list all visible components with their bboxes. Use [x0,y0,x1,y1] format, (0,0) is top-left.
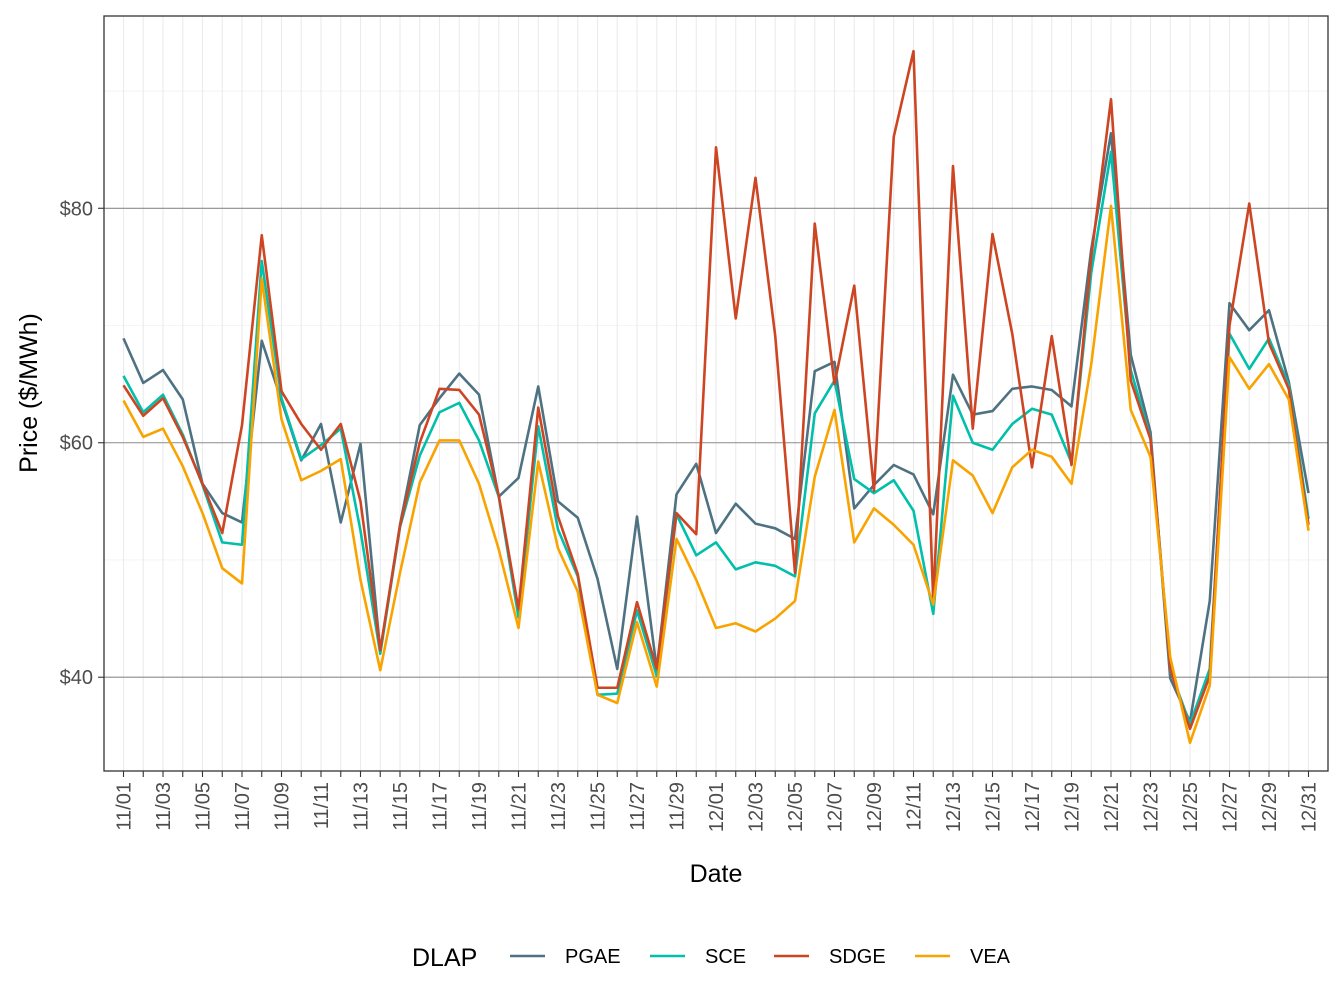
x-tick-label: 11/29 [667,782,689,831]
y-tick-label: $60 [60,433,93,455]
x-tick-label: 11/13 [351,782,373,831]
x-tick-label: 12/31 [1299,782,1321,832]
x-tick-label: 12/21 [1101,782,1123,832]
legend-label-pgae: PGAE [565,946,621,968]
x-tick-label: 11/23 [548,782,570,831]
x-tick-label: 11/07 [232,782,254,831]
x-tick-label: 11/09 [272,782,294,831]
series-line-sdge [122,49,1310,731]
legend-title: DLAP [412,944,477,972]
x-tick-label: 11/05 [193,782,215,831]
x-tick-label: 11/27 [627,782,649,831]
series-line-pgae [122,131,1310,724]
x-tick-label: 12/17 [1022,782,1044,832]
plot-area [103,15,1329,772]
x-tick-label: 12/11 [904,782,926,831]
x-tick-label: 12/25 [1180,782,1202,832]
x-tick-label: 11/01 [114,782,136,831]
series-layer [122,49,1310,745]
y-tick-label: $40 [60,667,93,689]
x-tick-label: 12/07 [825,782,847,832]
x-tick-label: 12/03 [746,782,768,832]
x-tick-label: 12/13 [943,782,965,832]
x-axis-title: Date [690,860,743,888]
y-axis: $40 $60 $80 [60,198,104,689]
x-tick-label: 11/19 [469,782,491,831]
x-tick-label: 11/03 [153,782,175,831]
x-tick-label: 12/09 [864,782,886,832]
x-tick-label: 11/25 [588,782,610,831]
series-line-sce [122,150,1310,726]
y-axis-title: Price ($/MWh) [15,313,43,473]
x-tick-label: 11/21 [509,782,531,831]
y-tick-label: $80 [60,198,93,220]
x-tick-label: 12/27 [1220,782,1242,832]
legend-label-vea: VEA [970,946,1011,968]
legend: DLAP PGAE SCE SDGE VEA [412,944,1011,972]
legend-label-sdge: SDGE [829,946,886,968]
x-tick-label: 12/01 [706,782,728,832]
x-axis: 11/01 11/03 11/05 11/07 11/09 11/11 11/13 11/15… [114,771,1321,832]
x-tick-label: 12/05 [785,782,807,832]
x-tick-label: 12/19 [1062,782,1084,832]
legend-label-sce: SCE [705,946,746,968]
x-tick-label: 11/15 [390,782,412,831]
x-tick-label: 12/23 [1141,782,1163,832]
series-line-vea [122,204,1310,745]
x-tick-label: 11/11 [311,782,333,829]
x-tick-label: 12/15 [983,782,1005,832]
x-tick-label: 11/17 [430,782,452,831]
x-tick-label: 12/29 [1259,782,1281,832]
